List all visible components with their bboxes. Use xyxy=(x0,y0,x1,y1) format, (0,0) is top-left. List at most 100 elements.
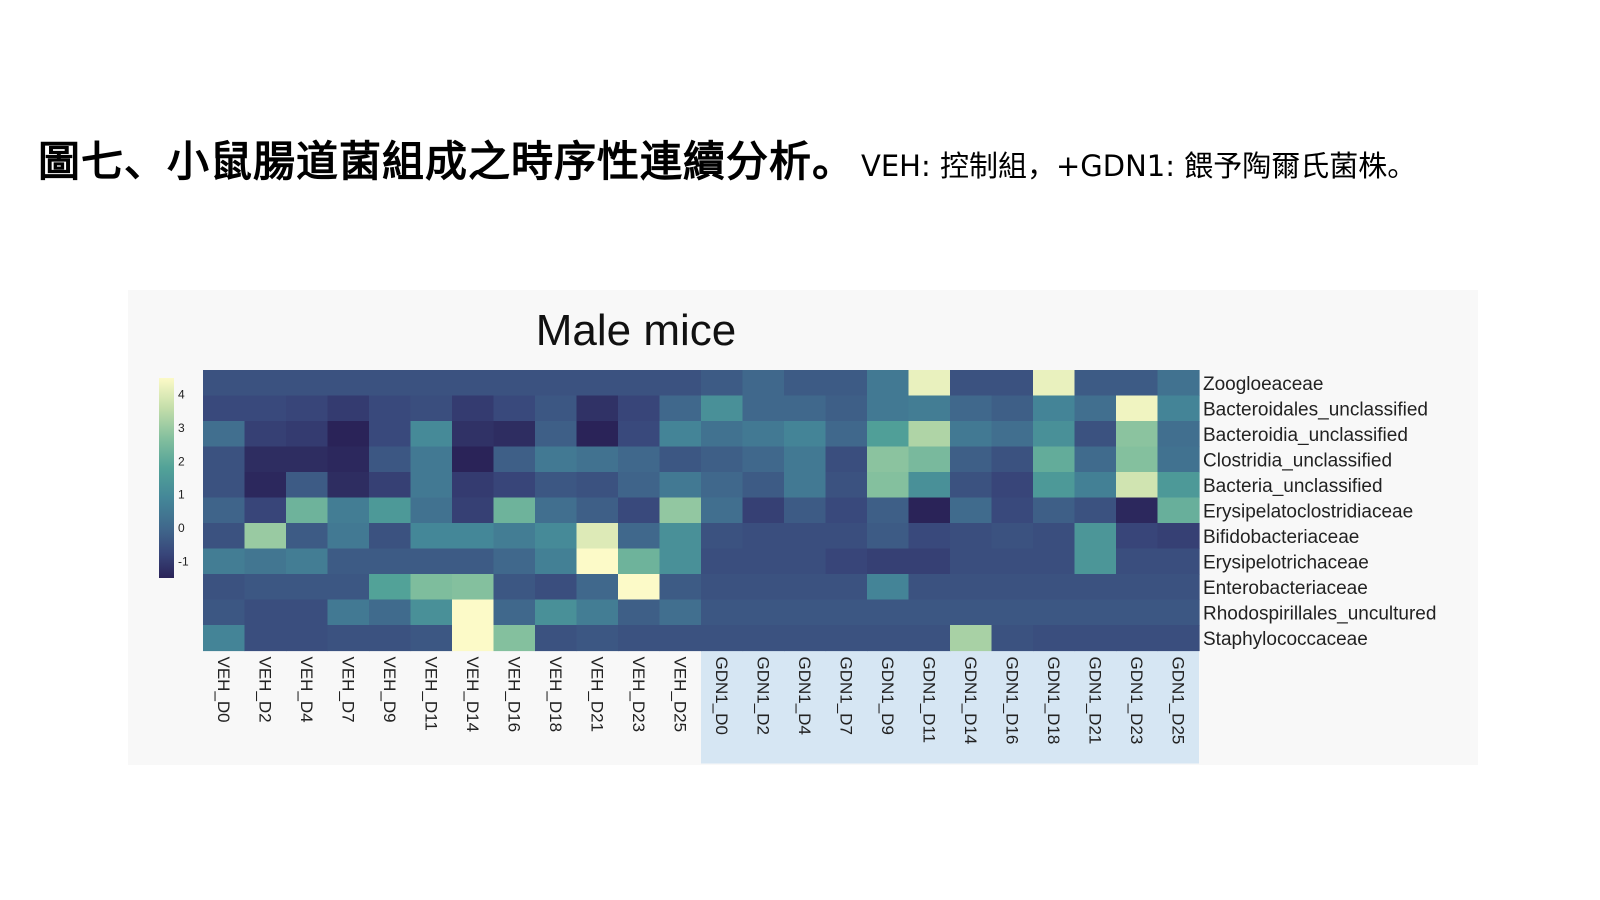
heatmap-cell xyxy=(410,421,453,448)
heatmap-cell xyxy=(618,497,661,524)
heatmap-cell xyxy=(701,599,744,626)
heatmap-cell xyxy=(327,395,370,422)
heatmap-cell xyxy=(825,574,868,601)
heatmap-cell xyxy=(452,599,495,626)
heatmap-cell xyxy=(410,548,453,575)
heatmap-cell xyxy=(1116,574,1159,601)
heatmap-cell xyxy=(618,574,661,601)
heatmap-cell xyxy=(535,574,578,601)
heatmap-cell xyxy=(286,523,329,550)
heatmap-cell xyxy=(410,370,453,397)
heatmap-cell xyxy=(244,625,287,652)
heatmap-cell xyxy=(784,625,827,652)
heatmap-cell xyxy=(618,395,661,422)
heatmap-cell xyxy=(369,523,412,550)
colorbar-tick-label: 3 xyxy=(178,421,185,435)
heatmap-cell xyxy=(991,625,1034,652)
heatmap-cell xyxy=(618,625,661,652)
column-label: VEH_D7 xyxy=(338,657,357,723)
heatmap-cell xyxy=(742,599,785,626)
heatmap-cell xyxy=(1033,446,1076,473)
heatmap-cell xyxy=(576,446,619,473)
heatmap-cell xyxy=(950,472,993,499)
caption-title: 圖七、小鼠腸道菌組成之時序性連續分析。 xyxy=(38,137,856,186)
heatmap-cell xyxy=(203,497,246,524)
heatmap-cell xyxy=(1116,421,1159,448)
column-label: VEH_D21 xyxy=(587,657,606,733)
heatmap-cell xyxy=(825,523,868,550)
heatmap-cell xyxy=(701,395,744,422)
heatmap-cell xyxy=(867,625,910,652)
heatmap-cell xyxy=(203,395,246,422)
heatmap-cell xyxy=(244,548,287,575)
row-label: Staphylococcaceae xyxy=(1203,629,1368,650)
column-label: GDN1_D0 xyxy=(712,657,731,735)
heatmap-cell xyxy=(908,446,951,473)
heatmap-cell xyxy=(410,599,453,626)
heatmap-cell xyxy=(1074,472,1117,499)
colorbar-tick-label: 0 xyxy=(178,521,185,535)
heatmap-cell xyxy=(1074,574,1117,601)
heatmap-cell xyxy=(991,599,1034,626)
heatmap-cell xyxy=(244,497,287,524)
heatmap-cell xyxy=(867,395,910,422)
heatmap-cell xyxy=(950,599,993,626)
heatmap-cell xyxy=(452,574,495,601)
heatmap-cell xyxy=(203,446,246,473)
column-label: GDN1_D11 xyxy=(919,657,938,744)
heatmap-cell xyxy=(369,472,412,499)
heatmap-cell xyxy=(535,370,578,397)
heatmap-cell xyxy=(576,574,619,601)
column-label: GDN1_D16 xyxy=(1002,657,1021,745)
heatmap-cell xyxy=(1033,625,1076,652)
heatmap-cell xyxy=(784,472,827,499)
heatmap-cell xyxy=(244,472,287,499)
heatmap-cell xyxy=(452,421,495,448)
heatmap-cell xyxy=(493,574,536,601)
column-label: VEH_D23 xyxy=(629,657,648,733)
heatmap-cell xyxy=(535,497,578,524)
heatmap-cell xyxy=(908,599,951,626)
heatmap-cell xyxy=(908,548,951,575)
heatmap-cell xyxy=(203,574,246,601)
heatmap-cell xyxy=(701,370,744,397)
heatmap-cell xyxy=(784,523,827,550)
heatmap-cell xyxy=(1074,446,1117,473)
figure-panel: Male mice Zoogloeaceae Bacteroidales_uncla… xyxy=(128,290,1478,765)
heatmap-cell xyxy=(908,472,951,499)
heatmap-cell xyxy=(1157,395,1200,422)
heatmap-cell xyxy=(618,548,661,575)
heatmap-cell xyxy=(369,370,412,397)
heatmap-cell xyxy=(950,370,993,397)
heatmap-cell xyxy=(991,497,1034,524)
heatmap-cell xyxy=(576,472,619,499)
heatmap-cell xyxy=(784,497,827,524)
heatmap-cell xyxy=(535,625,578,652)
row-label: Bacteria_unclassified xyxy=(1203,476,1383,497)
heatmap-cell xyxy=(369,421,412,448)
heatmap-cell xyxy=(950,421,993,448)
heatmap-cell xyxy=(867,370,910,397)
heatmap-cell xyxy=(286,574,329,601)
heatmap-cell xyxy=(410,395,453,422)
heatmap-cell xyxy=(327,523,370,550)
heatmap-cell xyxy=(493,548,536,575)
heatmap-cell xyxy=(991,395,1034,422)
heatmap-cell xyxy=(701,548,744,575)
heatmap-cell xyxy=(410,523,453,550)
heatmap-cell xyxy=(203,523,246,550)
heatmap-cell xyxy=(659,446,702,473)
heatmap-cell xyxy=(1116,497,1159,524)
heatmap-cell xyxy=(1116,395,1159,422)
heatmap-cell xyxy=(327,548,370,575)
heatmap-cell xyxy=(1074,497,1117,524)
heatmap-cell xyxy=(1157,625,1200,652)
heatmap-cell xyxy=(369,497,412,524)
colorbar-tick-label: 4 xyxy=(178,388,185,402)
heatmap-cell xyxy=(1116,625,1159,652)
heatmap-cell xyxy=(659,523,702,550)
row-label: Erysipelotrichaceae xyxy=(1203,552,1369,573)
heatmap-cell xyxy=(203,472,246,499)
column-label: GDN1_D21 xyxy=(1085,657,1104,745)
colorbar-tick-label: 2 xyxy=(178,454,185,468)
